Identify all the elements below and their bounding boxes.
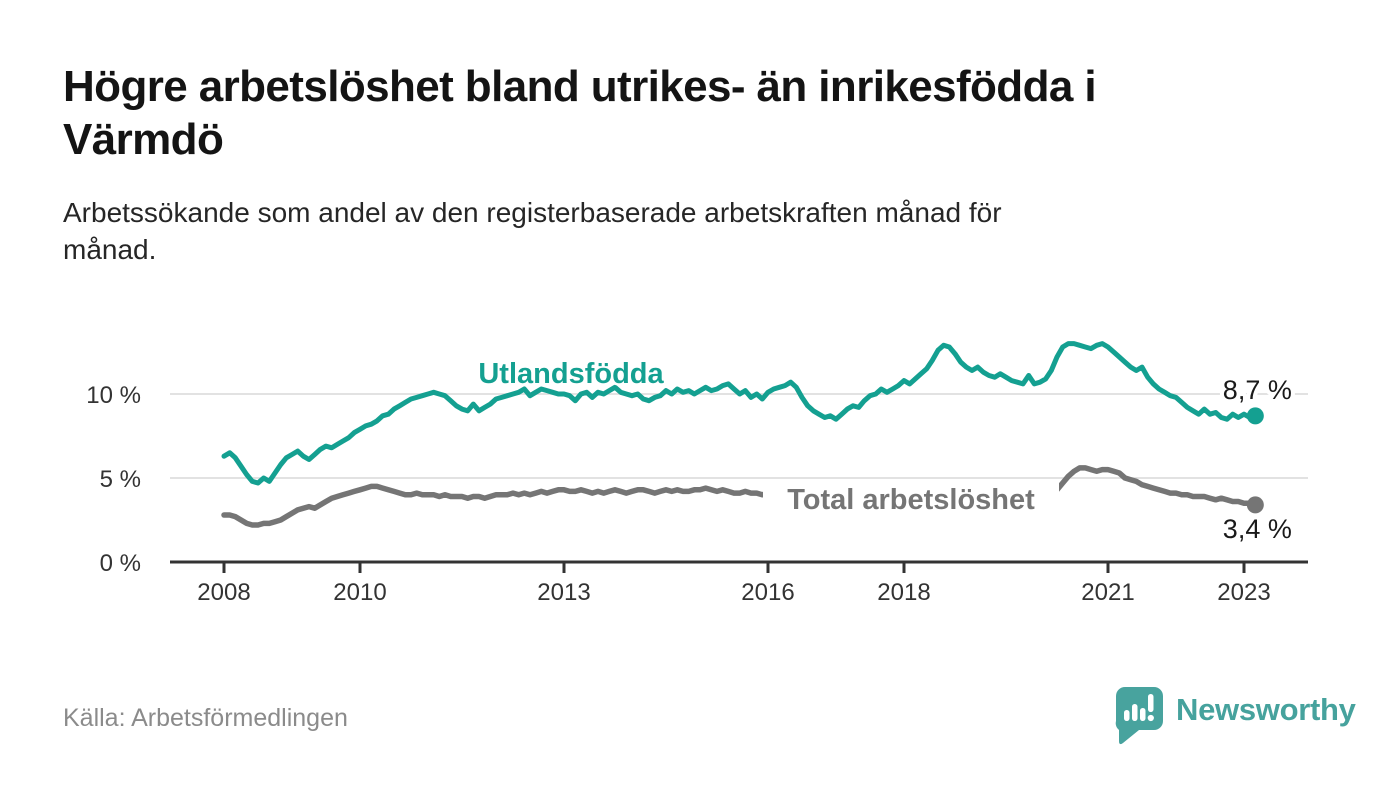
chart-subtitle-line2: månad. — [63, 234, 157, 265]
gridlines — [170, 393, 1308, 564]
newsworthy-logo-text: Newsworthy — [1176, 692, 1356, 727]
series-utlandsfodda-end-dot — [1246, 407, 1264, 425]
series-total-arbetsloshet-line — [221, 465, 1259, 528]
newsworthy-bubble-chart-icon — [1115, 687, 1163, 745]
x-tick-label: 2008 — [197, 579, 250, 606]
series-total-arbetsloshet-end-value-label: 3,4 % — [1223, 514, 1292, 544]
series-total-arbetsloshet-label-backing — [763, 483, 1059, 516]
x-tick-label: 2010 — [333, 579, 386, 606]
series-utlandsfodda-label: Utlandsfödda — [478, 358, 664, 390]
x-tick-label: 2023 — [1217, 579, 1270, 606]
x-tick-label: 2018 — [877, 579, 930, 606]
series-utlandsfodda-end-value-label: 8,7 % — [1223, 375, 1292, 405]
chart-subtitle: Arbetssökande som andel av den registerb… — [63, 194, 1283, 268]
series-utlandsfodda-line — [221, 341, 1258, 486]
chart-title-line2: Värmdö — [63, 115, 224, 164]
source-label: Källa: Arbetsförmedlingen — [63, 704, 348, 732]
chart-subtitle-line1: Arbetssökande som andel av den registerb… — [63, 197, 1002, 228]
chart-title-line1: Högre arbetslöshet bland utrikes- än inr… — [63, 62, 1097, 111]
x-tick-label: 2013 — [537, 579, 590, 606]
y-tick-label: 10 % — [86, 382, 141, 409]
y-axis-labels: 0 % 5 % 10 % — [86, 382, 141, 577]
x-tick-label: 2016 — [741, 579, 794, 606]
y-tick-label: 0 % — [100, 550, 141, 577]
y-tick-label: 5 % — [100, 466, 141, 493]
series-total-arbetsloshet-label: Total arbetslöshet — [787, 484, 1035, 516]
x-axis: 2008 2010 2013 2016 2018 2021 2023 — [197, 562, 1271, 606]
x-tick-label: 2021 — [1081, 579, 1134, 606]
newsworthy-logo: Newsworthy — [1113, 686, 1356, 746]
chart-title: Högre arbetslöshet bland utrikes- än inr… — [63, 60, 1353, 166]
series-total-arbetsloshet-end-dot — [1246, 496, 1264, 514]
